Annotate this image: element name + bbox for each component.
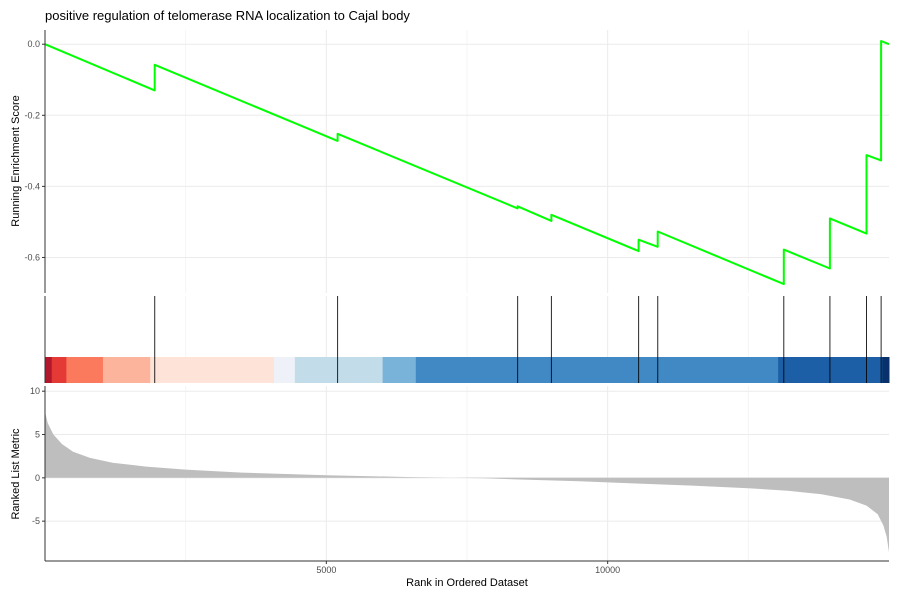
rank-color-band <box>150 357 275 383</box>
enrichment-score-series <box>44 40 890 286</box>
gene-hit-lines <box>154 296 882 383</box>
rank-color-band <box>382 357 417 383</box>
rank-color-band <box>274 357 296 383</box>
y-tick-label: 0.0 <box>27 39 40 49</box>
y-tick-label: 5 <box>35 430 40 440</box>
rank-color-band <box>102 357 151 383</box>
enrichment-panel-axis: 0.0 -0.2 -0.4 -0.6 <box>24 30 46 293</box>
y-tick-label: 0 <box>35 473 40 483</box>
y-tick-label: -0.2 <box>24 110 40 120</box>
y-axis-title-metric: Ranked List Metric <box>10 428 22 520</box>
rank-color-bar <box>45 357 890 383</box>
chart-title: positive regulation of telomerase RNA lo… <box>45 8 410 23</box>
ranked-metric-fill <box>45 412 889 553</box>
y-tick-label: -0.6 <box>24 252 40 262</box>
x-axis-title: Rank in Ordered Dataset <box>406 577 528 589</box>
x-tick-label: 10000 <box>595 565 620 575</box>
y-tick-label: -5 <box>32 516 40 526</box>
x-tick-label: 5000 <box>316 565 336 575</box>
metric-panel-axis: 10 5 0 -5 <box>30 386 46 561</box>
y-axis-title-enrichment: Running Enrichment Score <box>10 95 22 226</box>
rank-color-band <box>882 357 890 383</box>
rank-color-band <box>66 357 104 383</box>
x-axis: 5000 10000 <box>45 560 889 575</box>
y-tick-label: -0.4 <box>24 181 40 191</box>
rank-color-band <box>294 357 384 383</box>
enrichment-score-line <box>44 40 890 286</box>
rank-color-band <box>415 357 779 383</box>
rank-color-band <box>778 357 883 383</box>
y-tick-label: 10 <box>30 386 40 396</box>
rank-color-band <box>51 357 67 383</box>
ranked-metric-area <box>45 412 889 553</box>
enrichment-panel-grid <box>45 30 889 293</box>
rank-color-band <box>45 357 53 383</box>
